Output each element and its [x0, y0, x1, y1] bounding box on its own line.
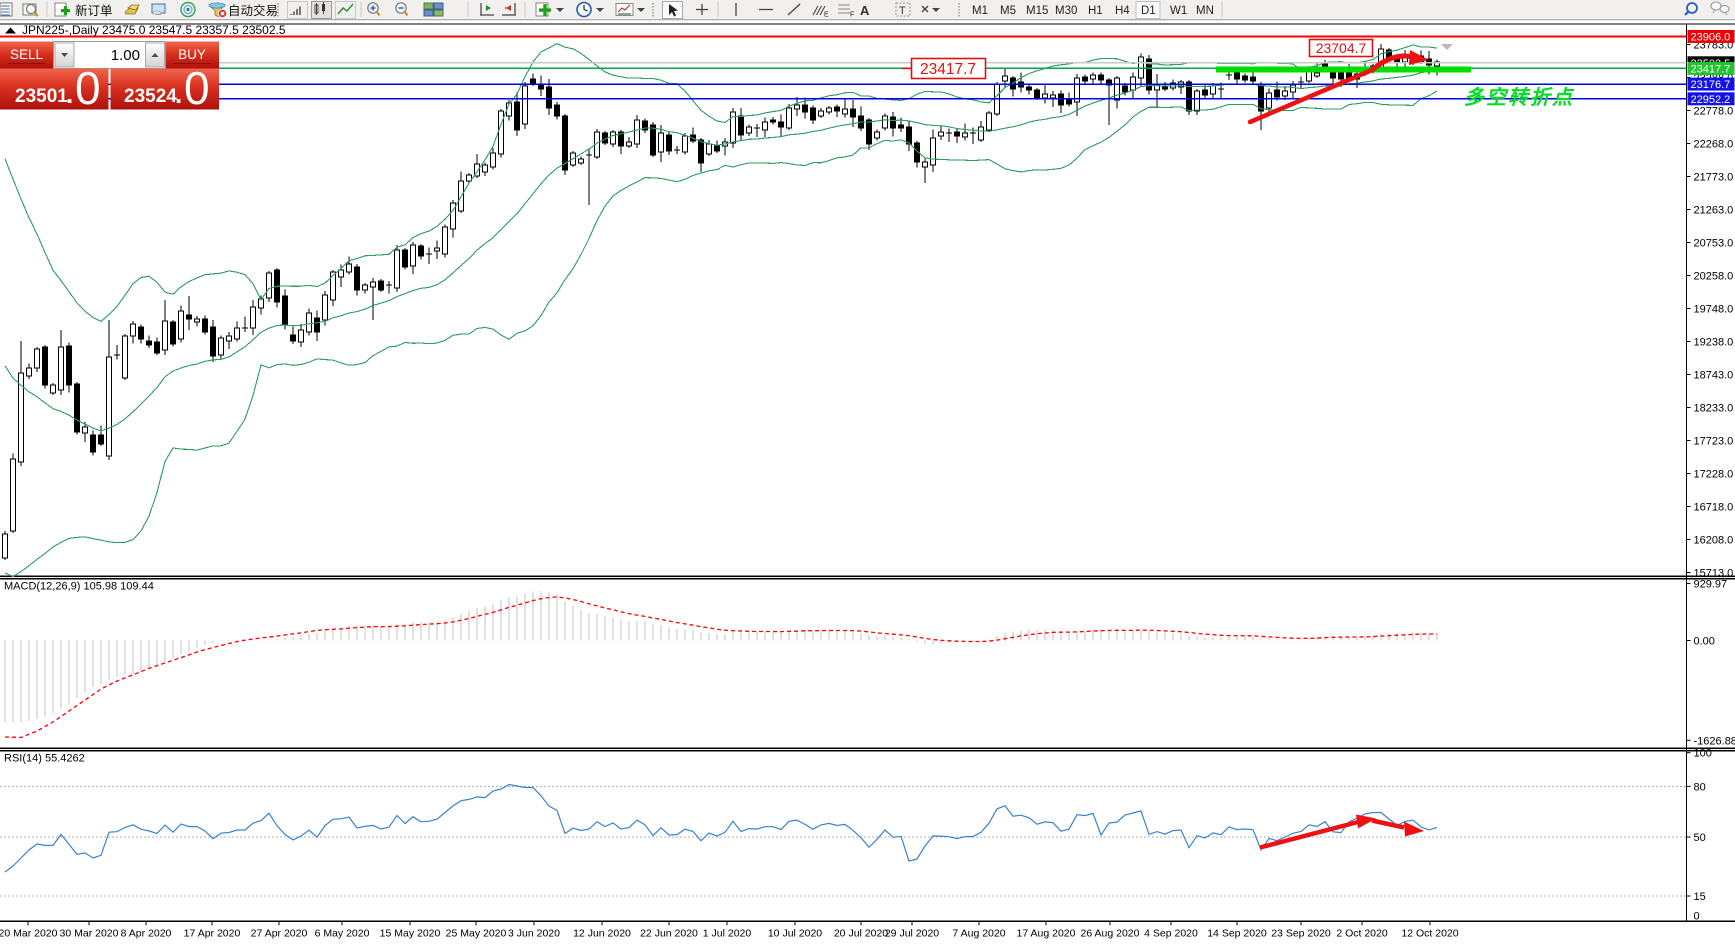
- svg-text:18233.0: 18233.0: [1694, 403, 1734, 415]
- svg-text:26 Aug 2020: 26 Aug 2020: [1081, 927, 1140, 939]
- svg-text:12 Jun 2020: 12 Jun 2020: [573, 927, 631, 939]
- svg-text:D1: D1: [1141, 5, 1156, 17]
- svg-text:23524: 23524: [124, 86, 177, 107]
- svg-text:23417.7: 23417.7: [1691, 63, 1731, 75]
- svg-text:T: T: [899, 5, 906, 17]
- svg-text:21773.0: 21773.0: [1694, 172, 1734, 184]
- svg-text:30 Mar 2020: 30 Mar 2020: [60, 927, 119, 939]
- svg-text:8 Apr 2020: 8 Apr 2020: [121, 927, 172, 939]
- svg-text:MACD(12,26,9) 105.98 109.44: MACD(12,26,9) 105.98 109.44: [4, 581, 154, 593]
- svg-text:M5: M5: [1000, 5, 1016, 17]
- svg-text:22952.2: 22952.2: [1691, 94, 1731, 106]
- svg-text:17 Apr 2020: 17 Apr 2020: [184, 927, 241, 939]
- svg-text:10 Jul 2020: 10 Jul 2020: [768, 927, 822, 939]
- svg-text:自动交易: 自动交易: [228, 3, 278, 18]
- svg-text:3 Jun 2020: 3 Jun 2020: [508, 927, 560, 939]
- svg-text:JPN225-,Daily 23475.0 23547.5: JPN225-,Daily 23475.0 23547.5 23357.5 23…: [22, 23, 286, 37]
- svg-text:M15: M15: [1026, 5, 1048, 17]
- svg-text:MN: MN: [1196, 5, 1214, 17]
- svg-text:A: A: [860, 3, 870, 18]
- svg-text:4 Sep 2020: 4 Sep 2020: [1144, 927, 1198, 939]
- svg-text:21263.0: 21263.0: [1694, 205, 1734, 217]
- svg-text:929.97: 929.97: [1694, 578, 1728, 590]
- svg-text:0: 0: [1694, 910, 1700, 922]
- svg-text:23704.7: 23704.7: [1316, 40, 1367, 56]
- svg-text:100: 100: [1694, 748, 1712, 760]
- svg-text:.: .: [66, 79, 73, 109]
- svg-text:50: 50: [1694, 832, 1706, 844]
- svg-text:H4: H4: [1115, 5, 1130, 17]
- svg-text:1 Jul 2020: 1 Jul 2020: [703, 927, 752, 939]
- svg-text:17228.0: 17228.0: [1694, 469, 1734, 481]
- svg-text:19238.0: 19238.0: [1694, 337, 1734, 349]
- svg-text:15: 15: [1694, 891, 1706, 903]
- svg-text:7 Aug 2020: 7 Aug 2020: [952, 927, 1005, 939]
- svg-text:6 May 2020: 6 May 2020: [315, 927, 370, 939]
- svg-text:F: F: [850, 12, 854, 19]
- svg-text:18743.0: 18743.0: [1694, 370, 1734, 382]
- svg-text:29 Jul 2020: 29 Jul 2020: [885, 927, 939, 939]
- svg-text:1.00: 1.00: [111, 47, 140, 64]
- svg-text:23417.7: 23417.7: [920, 61, 976, 78]
- svg-text:17 Aug 2020: 17 Aug 2020: [1017, 927, 1076, 939]
- svg-text:M30: M30: [1055, 5, 1077, 17]
- svg-text:多空转折点: 多空转折点: [1464, 86, 1575, 109]
- svg-text:20258.0: 20258.0: [1694, 271, 1734, 283]
- svg-text:23906.0: 23906.0: [1691, 32, 1731, 44]
- svg-text:20 Jul 2020: 20 Jul 2020: [834, 927, 888, 939]
- svg-text:20753.0: 20753.0: [1694, 238, 1734, 250]
- svg-text:22268.0: 22268.0: [1694, 139, 1734, 151]
- svg-text:16208.0: 16208.0: [1694, 535, 1734, 547]
- svg-text:19748.0: 19748.0: [1694, 304, 1734, 316]
- svg-text:M1: M1: [972, 5, 988, 17]
- svg-text:H1: H1: [1088, 5, 1103, 17]
- svg-text:27 Apr 2020: 27 Apr 2020: [251, 927, 308, 939]
- svg-text:25 May 2020: 25 May 2020: [446, 927, 507, 939]
- svg-text:BUY: BUY: [178, 47, 206, 62]
- svg-text:20 Mar 2020: 20 Mar 2020: [0, 927, 58, 939]
- svg-text:-1626.88: -1626.88: [1694, 735, 1735, 747]
- svg-text:12 Oct 2020: 12 Oct 2020: [1401, 927, 1458, 939]
- svg-text:17723.0: 17723.0: [1694, 436, 1734, 448]
- svg-text:80: 80: [1694, 781, 1706, 793]
- svg-text:23 Sep 2020: 23 Sep 2020: [1271, 927, 1331, 939]
- svg-text:SELL: SELL: [10, 47, 44, 62]
- svg-text:23176.7: 23176.7: [1691, 79, 1731, 91]
- svg-text:RSI(14) 55.4262: RSI(14) 55.4262: [4, 753, 85, 765]
- svg-text:0: 0: [184, 62, 210, 114]
- svg-text:0.00: 0.00: [1694, 636, 1715, 648]
- svg-text:W1: W1: [1170, 5, 1187, 17]
- svg-text:2 Oct 2020: 2 Oct 2020: [1336, 927, 1388, 939]
- svg-text:.: .: [175, 79, 182, 109]
- svg-text:16718.0: 16718.0: [1694, 502, 1734, 514]
- svg-text:0: 0: [75, 62, 101, 114]
- svg-text:E: E: [824, 12, 829, 19]
- svg-text:23501: 23501: [15, 86, 68, 107]
- svg-text:新订单: 新订单: [75, 3, 113, 18]
- svg-text:22778.0: 22778.0: [1694, 106, 1734, 118]
- svg-text:22 Jun 2020: 22 Jun 2020: [640, 927, 698, 939]
- svg-text:15 May 2020: 15 May 2020: [380, 927, 441, 939]
- svg-text:14 Sep 2020: 14 Sep 2020: [1207, 927, 1267, 939]
